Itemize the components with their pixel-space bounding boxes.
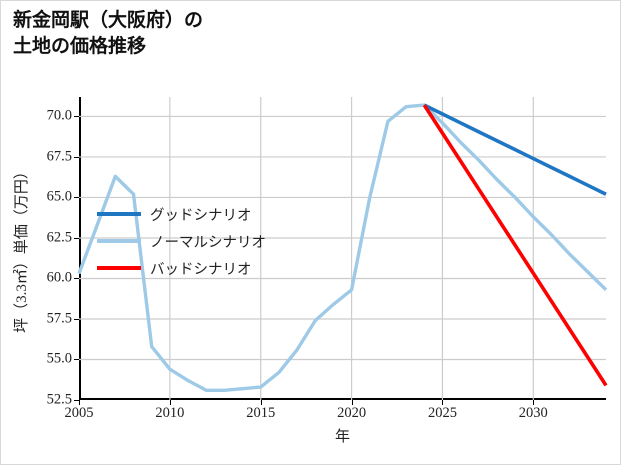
series-line [77, 103, 608, 392]
y-tick-mark [74, 400, 79, 401]
x-tick-label: 2015 [246, 405, 276, 421]
x-tick-mark [351, 400, 353, 405]
legend-swatch-icon [97, 212, 141, 216]
legend-item[interactable]: グッドシナリオ [97, 206, 266, 224]
y-axis-label-text: 坪（3.3㎡）単価（万円） [13, 164, 30, 333]
y-tick-mark [74, 156, 79, 158]
x-tick-label: 2010 [155, 405, 185, 421]
x-tick-label: 2005 [64, 405, 94, 421]
x-tick-mark [260, 400, 262, 405]
x-axis-label: 年 [334, 429, 350, 445]
y-tick-label: 70.0 [46, 107, 72, 124]
x-tick-label: 2025 [427, 405, 457, 421]
legend-swatch-icon [97, 266, 141, 270]
y-tick-label: 55.0 [46, 350, 72, 367]
series-line [422, 104, 608, 387]
x-tick-mark [442, 400, 444, 405]
y-axis-label: 坪（3.3㎡）単価（万円） [7, 97, 33, 400]
x-tick-label: 2030 [518, 405, 548, 421]
legend-item[interactable]: バッドシナリオ [97, 260, 266, 278]
y-tick-mark [74, 278, 79, 280]
chart-svg [77, 97, 608, 400]
y-tick-mark [74, 197, 79, 199]
page-title: 新金岡駅（大阪府）の 土地の価格推移 [13, 10, 204, 57]
series-line [423, 103, 607, 196]
x-tick-mark [533, 400, 535, 405]
legend-label: グッドシナリオ [150, 207, 252, 224]
y-tick-label: 60.0 [46, 269, 72, 286]
x-tick-mark [169, 400, 171, 405]
x-tick-mark [79, 400, 80, 405]
y-tick-label: 62.5 [46, 229, 72, 246]
legend-item[interactable]: ノーマルシナリオ [97, 233, 266, 251]
legend-label: バッドシナリオ [150, 261, 252, 278]
x-tick-label: 2020 [337, 405, 367, 421]
chart-legend: グッドシナリオ ノーマルシナリオ バッドシナリオ [97, 206, 266, 278]
y-tick-label: 67.5 [46, 148, 72, 165]
legend-swatch-icon [97, 239, 141, 243]
y-tick-mark [74, 116, 79, 118]
y-tick-label: 57.5 [46, 310, 72, 327]
y-tick-mark [74, 318, 79, 320]
y-tick-label: 65.0 [46, 188, 72, 205]
legend-label: ノーマルシナリオ [150, 234, 266, 251]
y-tick-mark [74, 237, 79, 239]
y-tick-mark [74, 359, 79, 361]
y-tick-label: 52.5 [46, 391, 72, 408]
plot-wrapper: 52.5 55.0 57.5 60.0 62.5 65.0 67.5 70.0 2005 2010… [47, 97, 608, 421]
